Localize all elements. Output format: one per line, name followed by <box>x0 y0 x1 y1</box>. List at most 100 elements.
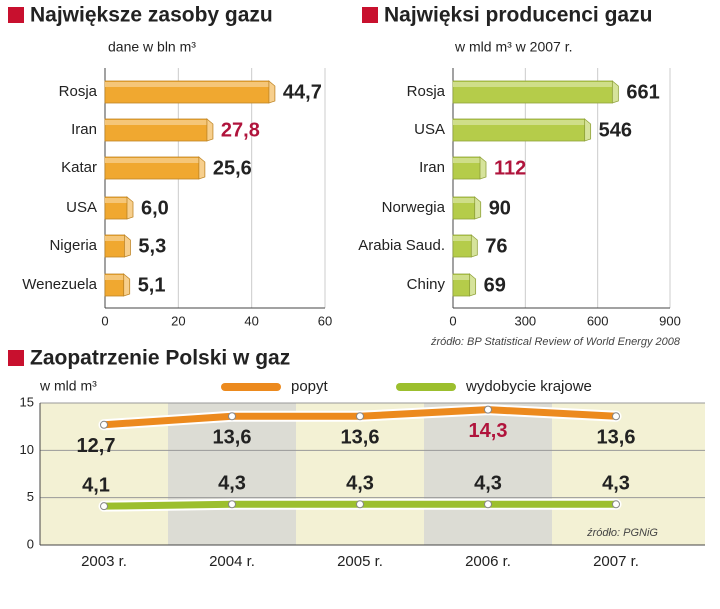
band <box>424 403 552 545</box>
unit-label: dane w bln m³ <box>108 39 196 55</box>
category-label: Rosja <box>59 83 98 100</box>
point <box>228 500 236 509</box>
band <box>168 403 296 545</box>
title-marker <box>8 350 24 366</box>
band <box>680 403 705 545</box>
value-label: 13,6 <box>597 427 636 449</box>
x-tick-label: 900 <box>659 313 681 328</box>
chart-title: Najwięksi producenci gazu <box>384 4 652 27</box>
x-tick-label: 0 <box>449 313 456 328</box>
x-tick-label: 2004 r. <box>209 553 255 570</box>
point <box>228 412 236 421</box>
bar-highlight <box>105 158 199 163</box>
bar-cap <box>584 118 592 142</box>
bar-cap <box>470 234 478 258</box>
point <box>356 500 364 509</box>
x-tick-label: 60 <box>318 313 332 328</box>
category-label: Norwegia <box>382 199 446 216</box>
value-label: 6,0 <box>141 197 169 219</box>
point <box>612 412 620 421</box>
legend-label: popyt <box>291 378 329 395</box>
bar-cap <box>126 196 134 220</box>
bar-cap <box>469 273 477 297</box>
value-label: 69 <box>484 274 506 296</box>
value-label: 44,7 <box>283 81 322 103</box>
bar-cap <box>268 80 276 104</box>
value-label: 5,1 <box>138 274 166 296</box>
point <box>484 405 492 414</box>
title-marker <box>362 7 378 23</box>
point <box>100 420 108 429</box>
y-axis-label: w mld m³ <box>39 378 97 394</box>
x-tick-label: 20 <box>171 313 185 328</box>
bar-cap <box>474 196 482 220</box>
value-label: 90 <box>489 197 511 219</box>
bar-highlight <box>105 236 125 241</box>
chart-title: Zaopatrzenie Polski w gaz <box>30 347 290 370</box>
bar-highlight <box>453 275 470 280</box>
y-tick-label: 0 <box>27 536 34 551</box>
bar-highlight <box>453 120 585 125</box>
value-label: 546 <box>599 119 632 141</box>
bar-highlight <box>105 82 269 87</box>
point <box>484 500 492 509</box>
category-label: Chiny <box>407 276 446 293</box>
x-tick-label: 2003 r. <box>81 553 127 570</box>
unit-label: w mld m³ w 2007 r. <box>454 39 572 55</box>
bar-highlight <box>105 198 127 203</box>
bar-highlight <box>453 158 481 163</box>
value-label: 112 <box>494 157 526 179</box>
bar-highlight <box>453 236 472 241</box>
category-label: Nigeria <box>49 237 97 254</box>
bar-cap <box>479 156 487 180</box>
x-tick-label: 2005 r. <box>337 553 383 570</box>
category-label: USA <box>66 199 97 216</box>
value-label: 76 <box>485 235 507 257</box>
bar-highlight <box>105 275 124 280</box>
category-label: Iran <box>71 121 97 138</box>
value-label: 4,3 <box>474 473 502 495</box>
title-marker <box>8 7 24 23</box>
value-label: 4,3 <box>346 473 374 495</box>
point <box>100 502 108 511</box>
bar-cap <box>206 118 214 142</box>
value-label: 5,3 <box>138 235 166 257</box>
value-label: 12,7 <box>77 435 116 457</box>
value-label: 25,6 <box>213 157 252 179</box>
x-tick-label: 2006 r. <box>465 553 511 570</box>
category-label: Arabia Saud. <box>358 237 445 254</box>
source: źródło: PGNiG <box>586 527 658 539</box>
band <box>552 403 680 545</box>
value-label: 4,3 <box>602 473 630 495</box>
value-label: 4,3 <box>218 473 246 495</box>
bar-highlight <box>453 198 475 203</box>
bar-cap <box>123 273 131 297</box>
bar-cap <box>611 80 619 104</box>
band <box>296 403 424 545</box>
bar-cap <box>124 234 131 258</box>
value-label: 4,1 <box>82 474 110 496</box>
legend-label: wydobycie krajowe <box>465 378 592 395</box>
x-tick-label: 300 <box>514 313 536 328</box>
value-label: 13,6 <box>213 427 252 449</box>
category-label: Katar <box>61 159 97 176</box>
chart-title: Największe zasoby gazu <box>30 4 273 27</box>
bar-highlight <box>453 82 613 87</box>
y-tick-label: 10 <box>20 442 34 457</box>
y-tick-label: 15 <box>20 394 34 409</box>
value-label: 14,3 <box>469 420 508 442</box>
value-label: 661 <box>626 81 659 103</box>
point <box>356 412 364 421</box>
x-tick-label: 0 <box>101 313 108 328</box>
bar-cap <box>198 156 206 180</box>
bar-highlight <box>105 120 207 125</box>
point <box>612 500 620 509</box>
y-tick-label: 5 <box>27 489 34 504</box>
category-label: Wenezuela <box>22 276 97 293</box>
x-tick-label: 600 <box>587 313 609 328</box>
source: źródło: BP Statistical Review of World E… <box>430 336 681 348</box>
x-tick-label: 2007 r. <box>593 553 639 570</box>
value-label: 27,8 <box>221 119 260 141</box>
x-tick-label: 40 <box>244 313 258 328</box>
